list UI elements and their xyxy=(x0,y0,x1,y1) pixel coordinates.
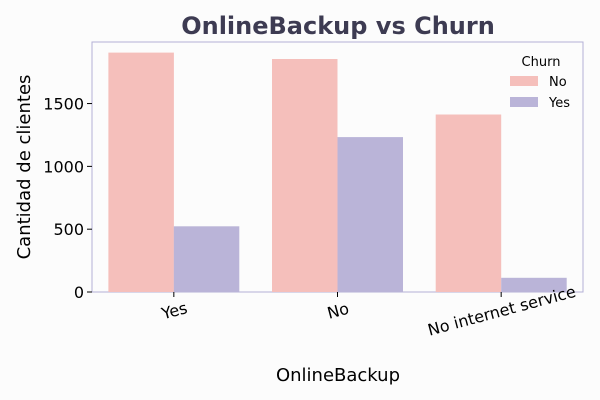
bar-no-yes xyxy=(108,52,174,292)
bars-layer xyxy=(108,52,567,292)
legend-swatch-no xyxy=(510,76,538,86)
y-tick-label: 1500 xyxy=(43,95,84,114)
y-tick-label: 1000 xyxy=(43,157,84,176)
x-tick-label: No xyxy=(325,299,351,323)
bar-yes-no xyxy=(337,137,403,292)
y-tick-label: 0 xyxy=(74,283,84,302)
bar-no-no xyxy=(272,59,338,292)
legend: Churn No Yes xyxy=(510,55,570,111)
legend-label-no: No xyxy=(549,75,567,90)
legend-title: Churn xyxy=(522,55,561,70)
y-axis-label: Cantidad de clientes xyxy=(14,75,35,260)
y-axis: 0 500 1000 1500 xyxy=(43,95,92,302)
x-axis-label: OnlineBackup xyxy=(276,365,400,386)
bar-yes-no-internet-service xyxy=(501,277,567,292)
chart-title: OnlineBackup vs Churn xyxy=(181,12,495,40)
y-tick-label: 500 xyxy=(53,220,84,239)
bar-yes-yes xyxy=(173,226,240,292)
legend-swatch-yes xyxy=(510,97,538,107)
x-tick-label: Yes xyxy=(159,298,190,323)
bar-no-no-internet-service xyxy=(435,114,502,292)
legend-label-yes: Yes xyxy=(548,96,570,111)
